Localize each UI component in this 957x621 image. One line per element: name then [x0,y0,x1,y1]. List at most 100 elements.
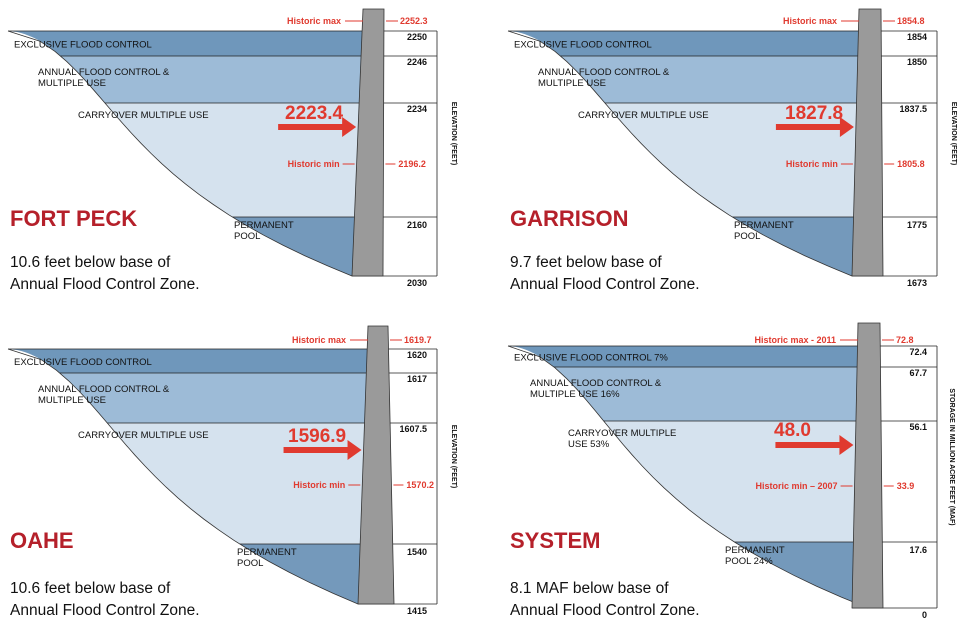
zone-label-carryover: CARRYOVER MULTIPLE USE [78,110,209,121]
zone-label-annual: MULTIPLE USE 16% [530,389,620,400]
elevation-base: 1673 [907,278,927,288]
current-level-arrow [278,117,357,137]
zone-label-permanent: POOL [237,558,263,569]
axis-label: ELEVATION (FEET) [950,102,957,166]
elevation-top: 1854 [907,32,927,42]
historic-max-value: 1854.8 [897,16,925,26]
zone-label-annual: MULTIPLE USE [38,395,106,406]
historic-max-value: 1619.7 [404,335,432,345]
dam [357,325,395,605]
zone-label-carryover: CARRYOVER MULTIPLE USE [578,110,709,121]
zone-annual-flood-control [60,56,362,103]
historic-max-label: Historic max - 2011 [754,335,836,345]
historic-max-label: Historic max [292,335,346,345]
status-note-line-2: Annual Flood Control Zone. [510,276,700,293]
zone-label-permanent: POOL [234,231,260,242]
elevation-base: 2030 [407,278,427,288]
elevation-carryover: 2234 [407,104,427,114]
elevation-carryover: 56.1 [909,422,927,432]
historic-max-label: Historic max [783,16,837,26]
historic-min-value: 1570.2 [406,480,434,490]
current-level-value: 1596.9 [288,426,346,447]
historic-min-label: Historic min [293,480,345,490]
current-level-value: 48.0 [774,420,811,441]
reservoir-panel-oahe: EXCLUSIVE FLOOD CONTROL ANNUAL FLOOD CONT… [0,320,470,621]
status-note-line-1: 8.1 MAF below base of [510,580,669,597]
reservoir-diagram: EXCLUSIVE FLOOD CONTROL 7% ANNUAL FLOOD C… [507,322,955,620]
zone-label-carryover: CARRYOVER MULTIPLE [568,428,676,439]
zone-label-exclusive: EXCLUSIVE FLOOD CONTROL [14,40,152,51]
zone-exclusive-flood-control [8,349,368,373]
zone-permanent-pool [232,217,355,276]
historic-min-label: Historic min – 2007 [756,481,838,491]
historic-min-label: Historic min [786,159,838,169]
zone-label-permanent: PERMANENT [234,220,294,231]
status-note-line-1: 9.7 feet below base of [510,254,662,271]
elevation-annual: 1617 [407,374,427,384]
zone-label-permanent: PERMANENT [734,220,794,231]
current-level-arrow [283,440,362,460]
zone-label-annual: ANNUAL FLOOD CONTROL & [38,384,170,395]
elevation-permanent: 2160 [407,220,427,230]
zone-carryover-multiple-use [107,423,365,544]
zone-label-exclusive: EXCLUSIVE FLOOD CONTROL 7% [514,353,668,364]
elevation-top: 1620 [407,350,427,360]
reservoir-outline [7,348,359,605]
status-note-line-1: 10.6 feet below base of [10,254,171,271]
reservoir-diagram: EXCLUSIVE FLOOD CONTROL ANNUAL FLOOD CONT… [507,8,957,293]
current-level-arrow [775,435,854,455]
zone-permanent-pool [239,544,361,604]
reservoir-diagram: EXCLUSIVE FLOOD CONTROL ANNUAL FLOOD CONT… [7,8,457,293]
status-note-line-2: Annual Flood Control Zone. [10,276,200,293]
axis-label: ELEVATION (FEET) [450,425,457,489]
zone-label-annual: ANNUAL FLOOD CONTROL & [538,67,670,78]
reservoir-outline [507,30,853,277]
elevation-annual: 67.7 [909,368,927,378]
reservoir-name: FORT PECK [10,206,137,231]
historic-min-value: 2196.2 [398,159,426,169]
elevation-permanent: 17.6 [909,545,927,555]
dam [851,322,884,609]
reservoir-outline [507,345,869,609]
historic-max-value: 72.8 [896,335,914,345]
current-level-value: 2223.4 [285,103,344,124]
elevation-top: 72.4 [909,347,927,357]
zone-label-carryover: USE 53% [568,439,610,450]
zone-carryover-multiple-use [603,421,856,542]
elevation-carryover: 1607.5 [399,424,427,434]
reservoir-panel-system: EXCLUSIVE FLOOD CONTROL 7% ANNUAL FLOOD C… [500,320,957,621]
elevation-carryover: 1837.5 [899,104,927,114]
zone-label-annual: ANNUAL FLOOD CONTROL & [38,67,170,78]
zone-label-permanent: POOL [734,231,760,242]
reservoir-name: SYSTEM [510,528,600,553]
status-note-line-1: 10.6 feet below base of [10,580,171,597]
zone-label-annual: MULTIPLE USE [38,78,106,89]
reservoir-name: OAHE [10,528,74,553]
elevation-permanent: 1540 [407,547,427,557]
reservoir-panel-garrison: EXCLUSIVE FLOOD CONTROL ANNUAL FLOOD CONT… [500,0,957,305]
axis-label: STORAGE IN MILLION ACRE FEET (MAF) [948,388,955,525]
zone-label-exclusive: EXCLUSIVE FLOOD CONTROL [14,357,152,368]
historic-min-value: 33.9 [897,481,915,491]
dam [851,8,884,277]
elevation-annual: 2246 [407,57,427,67]
reservoir-diagram: EXCLUSIVE FLOOD CONTROL ANNUAL FLOOD CONT… [7,325,457,619]
zone-exclusive-flood-control [508,31,859,56]
zone-carryover-multiple-use [605,103,857,217]
zone-label-permanent: POOL 24% [725,556,773,567]
reservoir-outline [7,30,353,277]
dam [351,8,385,277]
zone-label-permanent: PERMANENT [237,547,297,558]
zone-exclusive-flood-control [508,346,858,367]
elevation-annual: 1850 [907,57,927,67]
zone-annual-flood-control [560,56,858,103]
zone-label-exclusive: EXCLUSIVE FLOOD CONTROL [514,40,652,51]
elevation-base: 0 [922,610,927,620]
zone-label-annual: ANNUAL FLOOD CONTROL & [530,378,662,389]
historic-max-value: 2252.3 [400,16,428,26]
elevation-permanent: 1775 [907,220,927,230]
zone-label-annual: MULTIPLE USE [538,78,606,89]
reservoir-panel-fort-peck: EXCLUSIVE FLOOD CONTROL ANNUAL FLOOD CONT… [0,0,470,305]
current-level-value: 1827.8 [785,103,843,124]
zone-exclusive-flood-control [8,31,363,56]
